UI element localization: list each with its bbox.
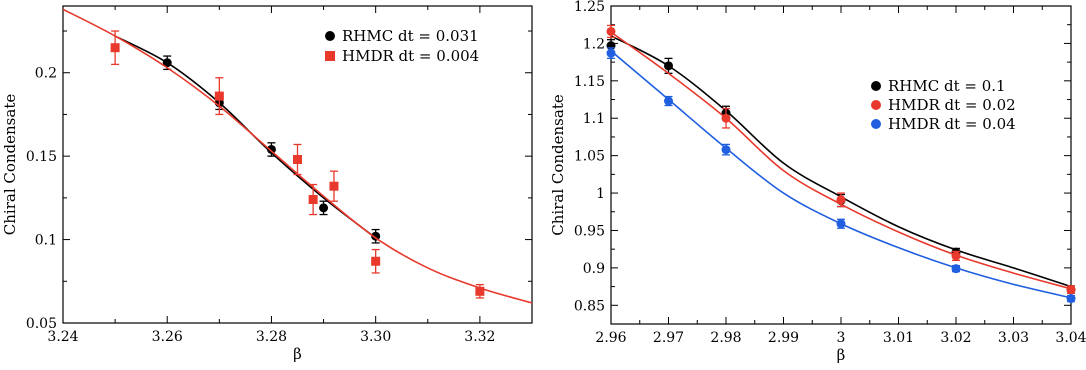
data-point [110, 43, 120, 53]
chart-left-panel: 3.24 3.26 3.28 3.30 3.32 0.05 0.1 0.15 0.2 β Chira… [1, 5, 533, 363]
legend-label: HMDR dt = 0.004 [342, 47, 479, 65]
x-tick-label: 3.04 [1055, 330, 1086, 346]
y-tick-label: 1.25 [574, 0, 605, 15]
data-point [475, 286, 485, 296]
x-tick-label: 3.26 [152, 329, 183, 345]
legend-marker [871, 81, 881, 91]
data-point [664, 96, 673, 106]
x-tick-label: 2.98 [710, 330, 741, 346]
legend-marker [325, 31, 335, 41]
x-tick-label: 3.02 [940, 330, 971, 346]
x-tick-label: 3.32 [464, 329, 495, 345]
series-0 [114, 35, 381, 244]
y-tick-label: 0.9 [583, 261, 605, 277]
data-point [951, 264, 961, 274]
data-point [162, 58, 172, 68]
x-tick-label: 3.30 [360, 329, 391, 345]
chart-right-panel: 2.96 2.97 2.98 2.99 3 3.01 3.02 3.03 3.04 0.85 0.9… [549, 0, 1086, 364]
data-point [329, 181, 339, 191]
y-tick-label: 0.95 [574, 223, 605, 239]
x-tick-label: 3.01 [883, 330, 914, 346]
data-point [664, 61, 673, 71]
data-point [293, 154, 302, 164]
series-2 [606, 47, 1076, 304]
y-axis-label: Chiral Condensate [1, 94, 19, 236]
legend-label: RHMC dt = 0.1 [888, 77, 1006, 95]
y-tick-label: 1.05 [574, 149, 605, 165]
y-axis-label: Chiral Condensate [549, 94, 567, 236]
legend-label: RHMC dt = 0.031 [342, 27, 479, 45]
y-tick-label: 1.2 [583, 36, 605, 52]
x-tick-label: 3.03 [998, 330, 1029, 346]
fit-curve [611, 50, 1071, 299]
data-point [836, 219, 846, 229]
legend-label: HMDR dt = 0.04 [888, 115, 1016, 133]
fit-curve [611, 31, 1071, 290]
x-axis-label: β [293, 345, 302, 363]
data-point [1066, 294, 1076, 304]
data-point [371, 256, 381, 266]
x-axis-label: β [837, 346, 846, 364]
fit-curve [63, 8, 532, 304]
legend-marker [871, 119, 881, 129]
legend-label: HMDR dt = 0.02 [888, 96, 1016, 114]
data-point [319, 203, 329, 213]
data-point [721, 113, 731, 123]
x-tick-label: 3 [837, 330, 846, 346]
x-tick-label: 2.97 [653, 330, 684, 346]
data-point [721, 145, 731, 155]
legend-marker [325, 51, 335, 61]
y-tick-label: 0.85 [574, 298, 605, 314]
legend-marker [871, 100, 881, 110]
data-point [836, 195, 846, 205]
data-point [606, 48, 616, 58]
x-tick-label: 3.24 [47, 329, 78, 345]
data-point [606, 26, 616, 36]
data-point [308, 195, 318, 205]
series-1 [63, 8, 532, 304]
plot-frame [610, 5, 1072, 325]
y-tick-label: 0.05 [26, 316, 57, 332]
x-tick-label: 2.96 [595, 330, 626, 346]
legend: RHMC dt = 0.031 HMDR dt = 0.004 [325, 27, 479, 65]
series-0 [606, 35, 1076, 295]
data-point [951, 251, 961, 261]
y-tick-label: 1.1 [583, 111, 605, 127]
y-tick-label: 1.15 [574, 74, 605, 90]
series-1 [606, 24, 1076, 295]
data-point [1066, 285, 1076, 295]
y-tick-label: 0.15 [26, 149, 57, 165]
data-point [214, 91, 224, 101]
y-tick-label: 1 [596, 186, 605, 202]
data-point [266, 144, 276, 154]
x-tick-label: 3.28 [256, 329, 287, 345]
y-tick-label: 0.2 [35, 66, 57, 82]
y-tick-label: 0.1 [35, 233, 57, 249]
fit-curve [611, 35, 1071, 288]
x-tick-label: 2.99 [768, 330, 799, 346]
plot-frame [62, 5, 533, 324]
